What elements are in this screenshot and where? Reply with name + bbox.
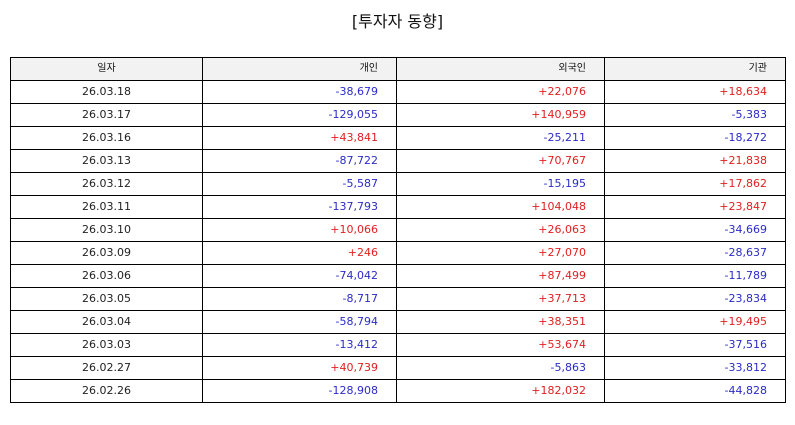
institution-cell: -11,789: [604, 264, 786, 288]
table-row: 26.03.13 -87,722 +70,767 +21,838: [10, 149, 786, 173]
individual-cell: -128,908: [202, 379, 397, 403]
table-row: 26.03.17 -129,055 +140,959 -5,383: [10, 103, 786, 127]
institution-cell: -28,637: [604, 241, 786, 265]
institution-cell: +21,838: [604, 149, 786, 173]
date-cell: 26.03.05: [10, 287, 203, 311]
individual-cell: -5,587: [202, 172, 397, 196]
table-row: 26.03.11 -137,793 +104,048 +23,847: [10, 195, 786, 219]
individual-cell: -129,055: [202, 103, 397, 127]
header-date: 일자: [10, 57, 203, 81]
institution-cell: -33,812: [604, 356, 786, 380]
date-cell: 26.03.12: [10, 172, 203, 196]
date-cell: 26.02.26: [10, 379, 203, 403]
foreign-cell: +27,070: [396, 241, 605, 265]
date-cell: 26.03.06: [10, 264, 203, 288]
date-cell: 26.03.11: [10, 195, 203, 219]
table-row: 26.03.12 -5,587 -15,195 +17,862: [10, 172, 786, 196]
foreign-cell: +53,674: [396, 333, 605, 357]
table-row: 26.02.26 -128,908 +182,032 -44,828: [10, 379, 786, 403]
foreign-cell: +70,767: [396, 149, 605, 173]
table-row: 26.03.10 +10,066 +26,063 -34,669: [10, 218, 786, 242]
date-cell: 26.02.27: [10, 356, 203, 380]
table-body: 26.03.18 -38,679 +22,076 +18,634 26.03.17 -12…: [10, 80, 786, 403]
table-row: 26.03.16 +43,841 -25,211 -18,272: [10, 126, 786, 150]
table-row: 26.03.03 -13,412 +53,674 -37,516: [10, 333, 786, 357]
institution-cell: -23,834: [604, 287, 786, 311]
institution-cell: +17,862: [604, 172, 786, 196]
header-individual: 개인: [202, 57, 397, 81]
individual-cell: +43,841: [202, 126, 397, 150]
header-institution: 기관: [604, 57, 786, 81]
table-row: 26.03.09 +246 +27,070 -28,637: [10, 241, 786, 265]
individual-cell: -58,794: [202, 310, 397, 334]
investor-trend-table: 일자 개인 외국인 기관 26.03.18 -38,679 +22,076 +18,6…: [10, 57, 786, 403]
foreign-cell: +140,959: [396, 103, 605, 127]
date-cell: 26.03.17: [10, 103, 203, 127]
foreign-cell: +104,048: [396, 195, 605, 219]
foreign-cell: +87,499: [396, 264, 605, 288]
table-row: 26.03.18 -38,679 +22,076 +18,634: [10, 80, 786, 104]
table-row: 26.03.05 -8,717 +37,713 -23,834: [10, 287, 786, 311]
institution-cell: -44,828: [604, 379, 786, 403]
date-cell: 26.03.16: [10, 126, 203, 150]
institution-cell: +23,847: [604, 195, 786, 219]
institution-cell: +19,495: [604, 310, 786, 334]
date-cell: 26.03.09: [10, 241, 203, 265]
institution-cell: -18,272: [604, 126, 786, 150]
foreign-cell: +22,076: [396, 80, 605, 104]
table-row: 26.02.27 +40,739 -5,863 -33,812: [10, 356, 786, 380]
individual-cell: -8,717: [202, 287, 397, 311]
individual-cell: -13,412: [202, 333, 397, 357]
date-cell: 26.03.10: [10, 218, 203, 242]
individual-cell: +10,066: [202, 218, 397, 242]
institution-cell: -34,669: [604, 218, 786, 242]
foreign-cell: +182,032: [396, 379, 605, 403]
date-cell: 26.03.13: [10, 149, 203, 173]
foreign-cell: +38,351: [396, 310, 605, 334]
header-row: 일자 개인 외국인 기관: [10, 57, 786, 81]
individual-cell: +40,739: [202, 356, 397, 380]
foreign-cell: -25,211: [396, 126, 605, 150]
institution-cell: -37,516: [604, 333, 786, 357]
date-cell: 26.03.03: [10, 333, 203, 357]
individual-cell: -87,722: [202, 149, 397, 173]
foreign-cell: +37,713: [396, 287, 605, 311]
individual-cell: +246: [202, 241, 397, 265]
foreign-cell: -15,195: [396, 172, 605, 196]
table-row: 26.03.04 -58,794 +38,351 +19,495: [10, 310, 786, 334]
table-title: [투자자 동향]: [351, 12, 444, 31]
individual-cell: -38,679: [202, 80, 397, 104]
date-cell: 26.03.18: [10, 80, 203, 104]
table-row: 26.03.06 -74,042 +87,499 -11,789: [10, 264, 786, 288]
individual-cell: -137,793: [202, 195, 397, 219]
foreign-cell: -5,863: [396, 356, 605, 380]
institution-cell: -5,383: [604, 103, 786, 127]
date-cell: 26.03.04: [10, 310, 203, 334]
institution-cell: +18,634: [604, 80, 786, 104]
header-foreign: 외국인: [396, 57, 605, 81]
foreign-cell: +26,063: [396, 218, 605, 242]
individual-cell: -74,042: [202, 264, 397, 288]
